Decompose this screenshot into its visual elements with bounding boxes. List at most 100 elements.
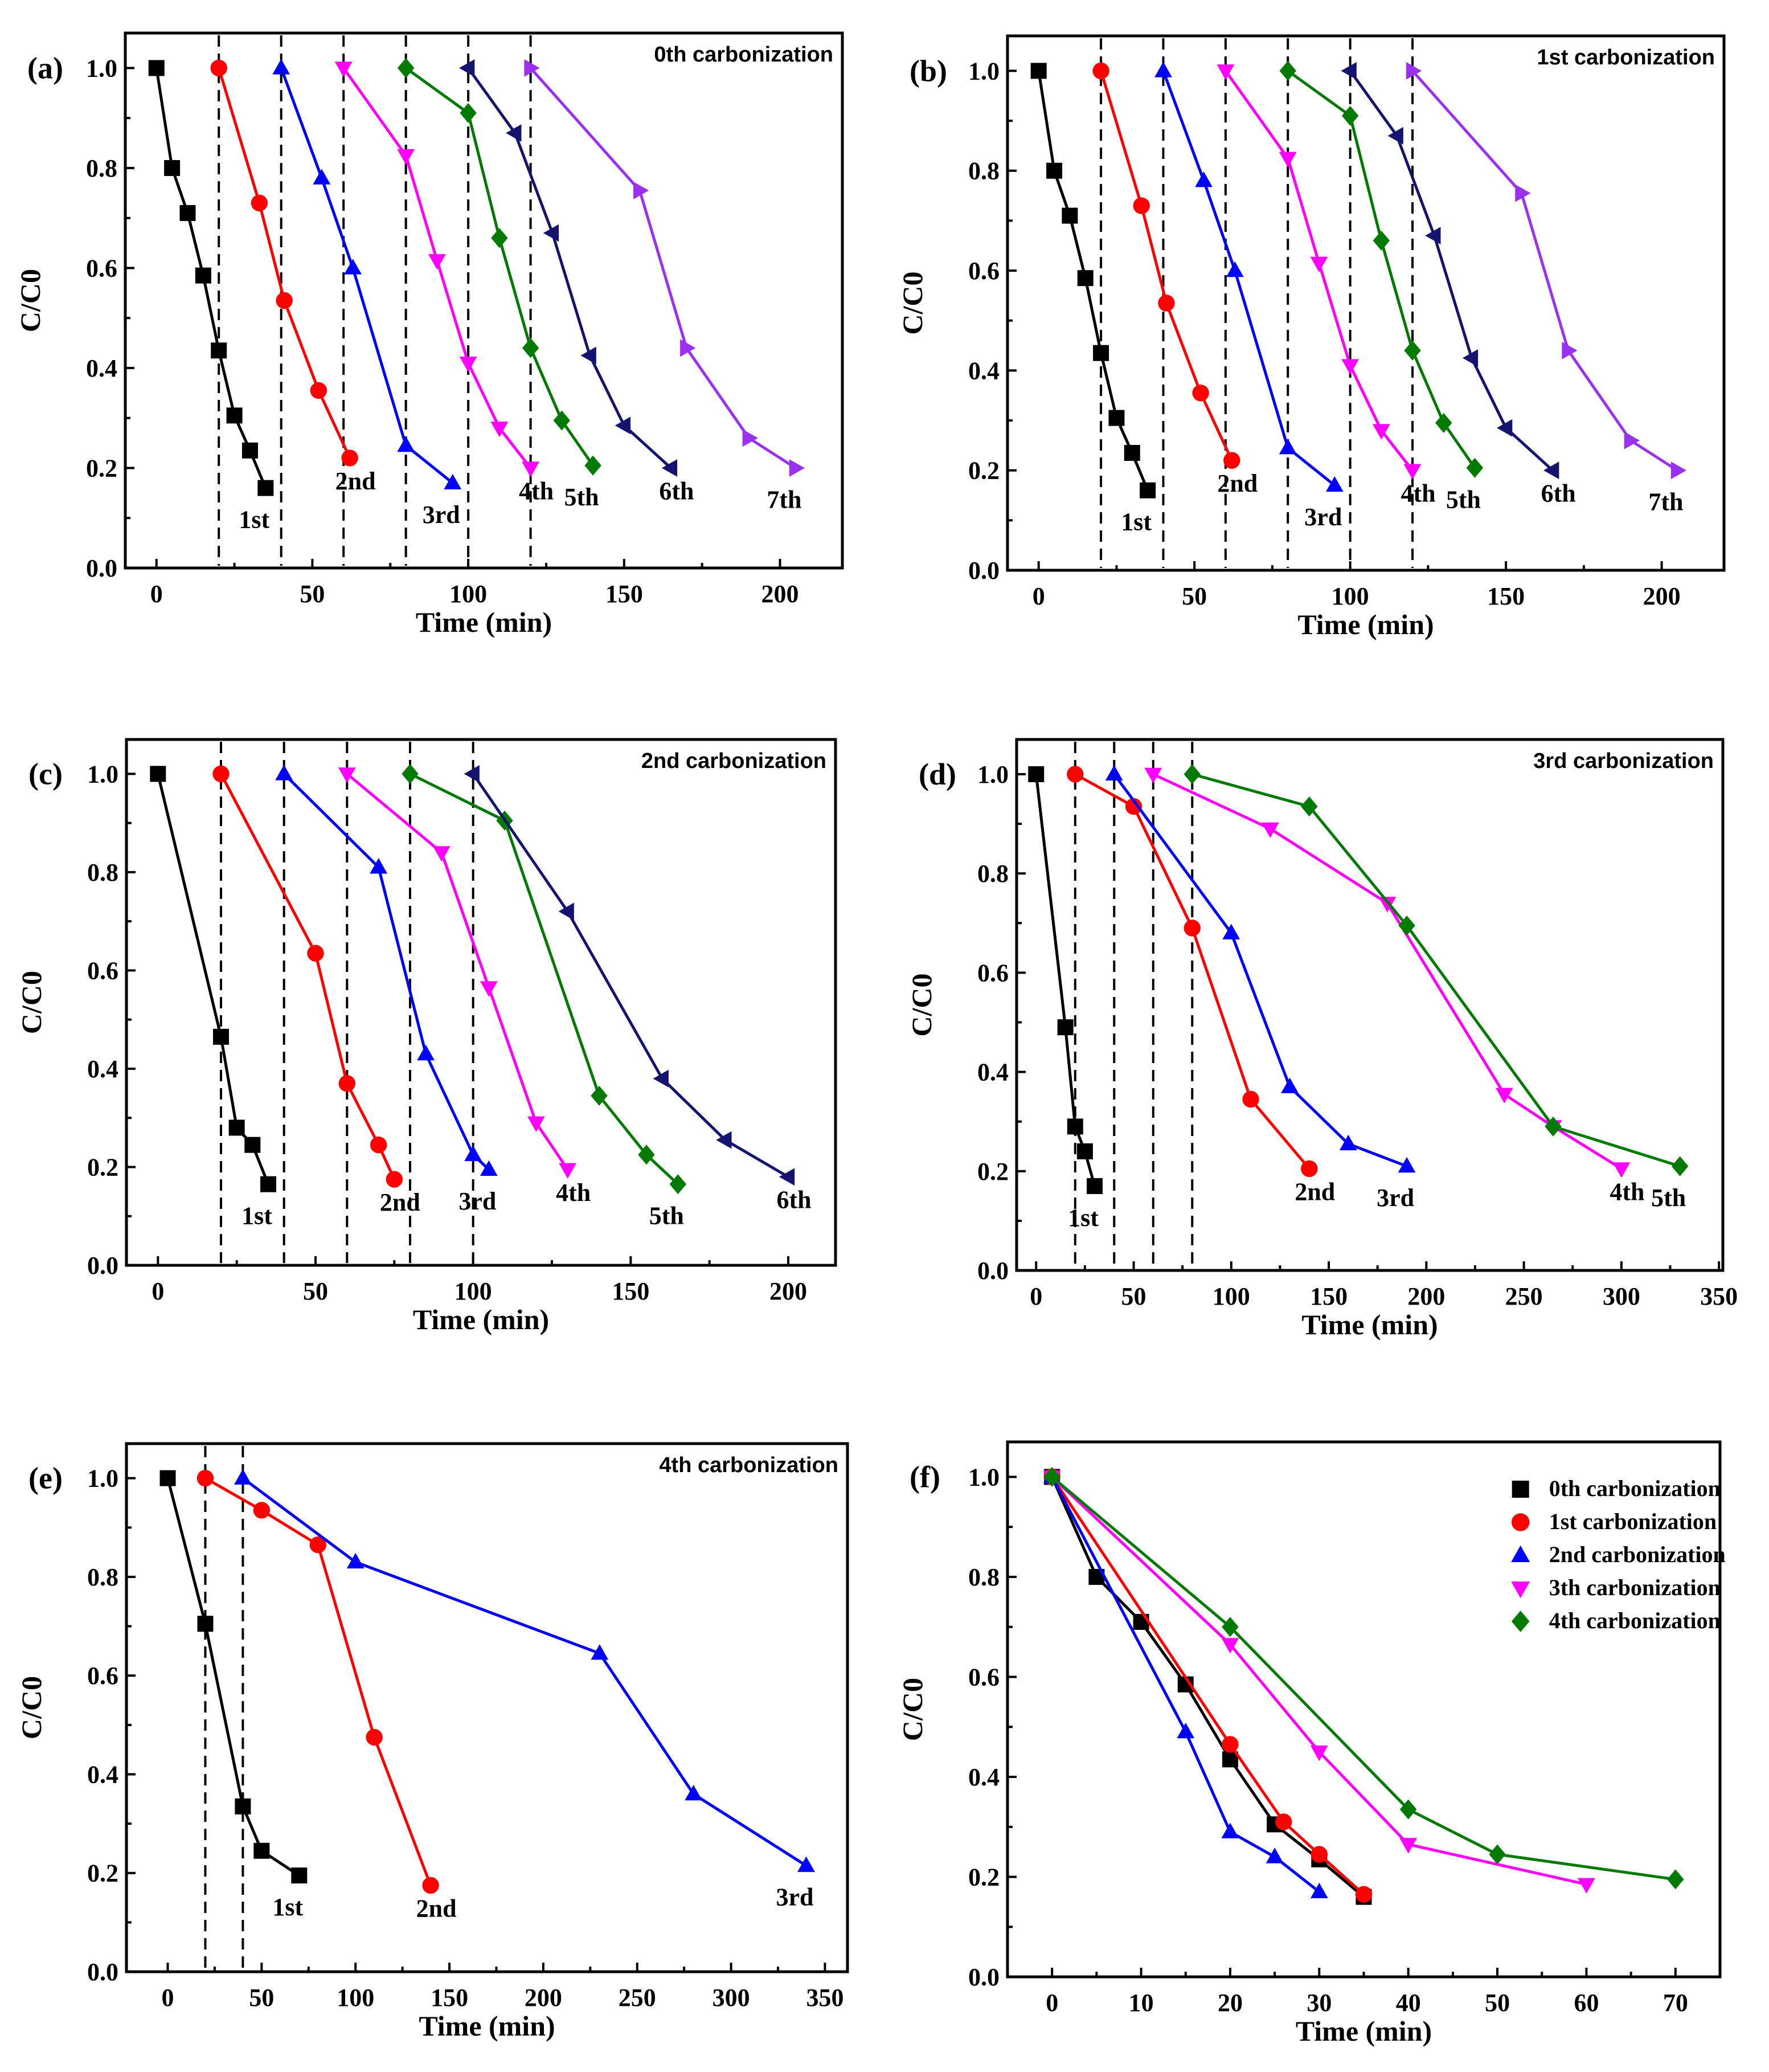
x-tick-label: 0 [1046,1989,1058,2017]
x-tick-label: 50 [249,1984,274,2012]
series-line [1287,70,1476,469]
data-point-square [195,267,211,284]
series-tag: 3rd [1377,1184,1414,1212]
data-point-circle [309,1536,326,1554]
series-2nd: 2nd [212,765,420,1216]
data-point-triangle-left [1543,461,1559,480]
data-point-triangle-down [1310,256,1328,272]
data-point-triangle-down [559,1163,577,1179]
data-point-circle [253,1502,271,1519]
series-line [1034,774,1096,1187]
series-tag: 2nd [1217,469,1258,497]
x-tick-label: 250 [1505,1282,1543,1310]
data-point-square [150,766,166,782]
series-1st-carbonization [1043,1468,1373,1903]
data-point-circle [422,1877,439,1894]
data-point-triangle-right [680,339,696,357]
x-tick-label: 50 [1121,1282,1146,1310]
panel-label: (a) [27,51,63,85]
data-point-triangle-up [797,1856,815,1872]
data-point-square [1067,1118,1083,1135]
series-tag: 5th [1651,1184,1686,1212]
series-6th: 6th [459,59,694,505]
series-line [1152,773,1623,1170]
y-tick-label: 0.4 [968,1763,1000,1791]
data-point-triangle-up [1281,1077,1299,1093]
data-point-triangle-down [334,62,353,77]
data-point-diamond [397,58,415,78]
data-point-triangle-up [1339,1134,1357,1151]
data-point-triangle-left [543,224,559,242]
data-point-square [291,1867,308,1884]
data-point-triangle-left [1341,62,1357,80]
data-point-triangle-down [1310,1745,1328,1762]
x-axis-label: Time (min) [419,2010,555,2042]
data-point-triangle-up [370,858,388,874]
series-5th: 5th [1279,60,1484,513]
data-point-triangle-left [1462,349,1479,367]
data-point-triangle-up [480,1160,498,1176]
series-2nd: 2nd [1092,62,1258,497]
data-point-diamond [1279,60,1296,81]
data-point-triangle-right [1406,62,1422,80]
series-tag: 5th [564,483,599,511]
data-point-triangle-right [742,429,758,447]
data-point-circle [307,945,324,962]
data-point-circle [1158,295,1175,312]
data-point-triangle-down [1372,424,1390,440]
data-point-circle [1222,1736,1239,1753]
y-tick-label: 0.6 [87,957,118,984]
data-point-diamond [553,410,571,431]
panel-title: 0th carbonization [654,43,833,67]
data-point-circle [251,194,268,212]
data-point-triangle-up [591,1644,609,1660]
data-point-square [1077,270,1094,287]
y-tick-label: 0.6 [86,254,117,282]
data-point-circle [1125,798,1143,815]
x-tick-label: 150 [605,580,643,608]
data-point-triangle-up [346,1552,365,1569]
series-5th: 5th [1184,764,1689,1212]
data-point-triangle-left [580,346,596,365]
series-tag: 3rd [458,1187,496,1215]
data-point-square [164,160,181,176]
data-point-diamond [1373,230,1390,251]
legend-entry: 4th carbonization [1549,1608,1721,1633]
panel-label: (b) [910,54,947,88]
data-point-square [211,342,227,359]
legend-entry: 2nd carbonization [1549,1542,1726,1567]
y-tick-label: 0.8 [968,1563,1000,1591]
data-point-triangle-up [1266,1848,1284,1863]
data-point-circle [1355,1886,1373,1903]
data-point-triangle-up [275,765,293,780]
series-line [1224,70,1414,472]
data-point-triangle-left [459,59,475,77]
data-point-square [1108,410,1125,426]
data-point-diamond [1222,1617,1239,1637]
y-tick-label: 0.6 [968,257,1000,285]
y-tick-label: 0.8 [87,1563,118,1591]
data-point-square [179,205,196,221]
x-tick-label: 100 [449,580,487,608]
series-tag: 3rd [776,1883,813,1911]
data-point-diamond [591,1085,608,1106]
data-point-square [148,60,165,76]
data-point-square [244,1137,261,1153]
series-tag: 4th [1401,480,1435,508]
y-tick-label: 0.0 [968,557,1000,585]
data-point-square [1087,1178,1103,1194]
y-tick-label: 0.2 [87,1860,118,1887]
series-tag: 4th [519,477,554,505]
data-point-triangle-left [464,765,480,783]
data-point-square [1046,162,1063,179]
data-point-diamond [1667,1869,1684,1890]
series-tag: 2nd [380,1188,420,1216]
series-tag: 6th [1541,480,1576,508]
data-point-triangle-down [1279,152,1297,167]
x-tick-label: 350 [1700,1282,1738,1310]
data-point-square [1133,1613,1149,1630]
x-tick-label: 0 [1033,582,1045,610]
y-tick-label: 0.0 [977,1257,1009,1285]
data-point-circle [310,382,327,399]
